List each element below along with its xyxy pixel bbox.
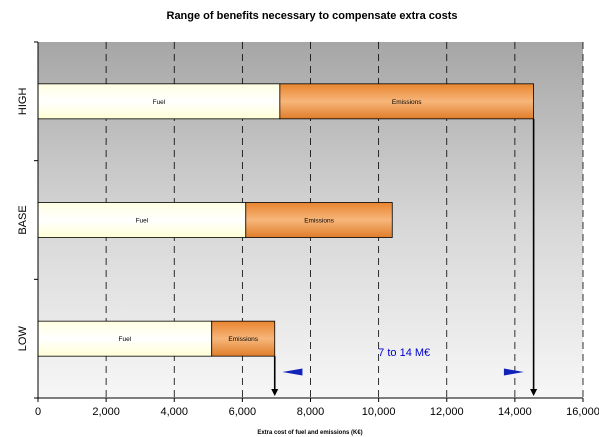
bars: Fuel Emissions Fuel Emissions Fuel Emissions: [37, 83, 535, 357]
low-end-arrow-head: [271, 389, 279, 396]
bar-fuel-low: [37, 320, 213, 357]
x-axis-label: Extra cost of fuel and emissions (K€): [257, 430, 362, 436]
range-arrow-right-head: [503, 368, 524, 376]
bar-label-fuel-low: Fuel: [119, 336, 132, 343]
bar-label-emissions-high: Emissions: [392, 99, 422, 106]
bar-label-emissions-base: Emissions: [304, 218, 334, 225]
x-tick-label: 0: [35, 406, 41, 418]
category-label-low: LOW: [17, 326, 29, 352]
x-tick-label: 10,000: [362, 406, 396, 418]
bar-fuel-high: [37, 83, 281, 120]
range-annotation-text: 7 to 14 M€: [378, 347, 430, 359]
x-tick-label: 2,000: [92, 406, 120, 418]
bar-label-fuel-high: Fuel: [153, 99, 166, 106]
chart-title: Range of benefits necessary to compensat…: [167, 10, 458, 22]
axes: 0 2,000 4,000 6,000 8,000 10,000 12,000 14,000 1…: [17, 41, 599, 418]
category-label-base: BASE: [17, 205, 29, 234]
x-tick-label: 4,000: [160, 406, 188, 418]
x-tick-label: 8,000: [297, 406, 325, 418]
category-label-high: HIGH: [17, 88, 29, 116]
range-annotation: 7 to 14 M€: [271, 118, 538, 396]
x-tick-label: 6,000: [229, 406, 257, 418]
bar-fuel-base: [37, 202, 247, 238]
bar-emissions-base: [245, 202, 393, 238]
bar-emissions-high: [279, 83, 535, 120]
bar-label-emissions-low: Emissions: [228, 336, 258, 343]
x-tick-label: 12,000: [430, 406, 464, 418]
x-tick-label: 14,000: [498, 406, 532, 418]
range-arrow-left-head: [282, 368, 303, 376]
bar-label-fuel-base: Fuel: [136, 218, 149, 225]
x-tick-label: 16,000: [566, 406, 599, 418]
bar-emissions-low: [211, 320, 276, 357]
high-end-arrow-head: [530, 389, 538, 396]
